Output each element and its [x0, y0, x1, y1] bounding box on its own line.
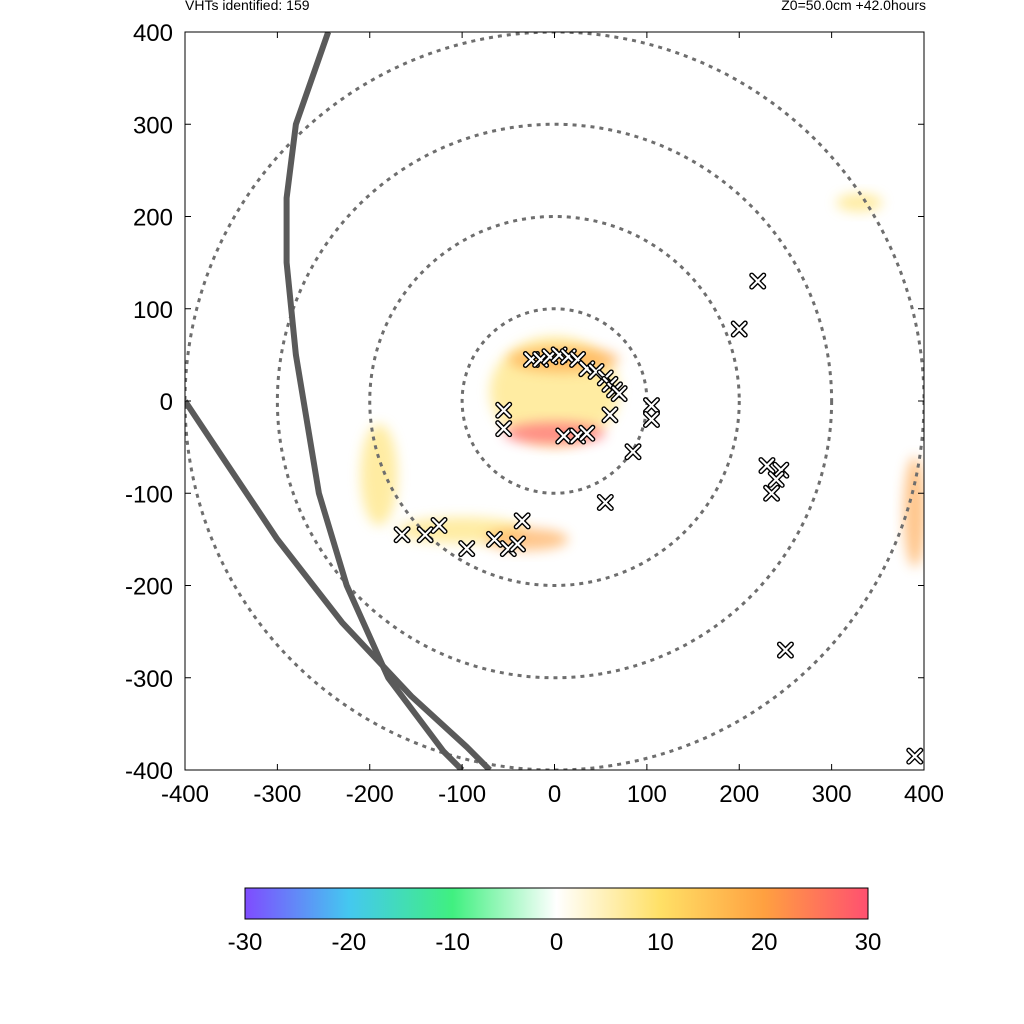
- vht-marker: [776, 641, 794, 659]
- vht-marker: [393, 526, 411, 544]
- y-tick-label: -100: [125, 481, 173, 508]
- vht-marker: [906, 747, 924, 765]
- vht-marker: [578, 424, 596, 442]
- vht-marker: [601, 406, 619, 424]
- vht-marker: [458, 540, 476, 558]
- y-tick-label: 100: [133, 297, 173, 324]
- height-time-label: Z0=50.0cm +42.0hours: [781, 0, 926, 13]
- colorbar-tick-label: 20: [751, 929, 778, 956]
- vht-marker: [772, 461, 790, 479]
- colorbar-tick-label: 10: [647, 929, 674, 956]
- vht-marker: [624, 443, 642, 461]
- heat-blob: [360, 424, 398, 526]
- colorbar-tick-label: -30: [228, 929, 263, 956]
- vht-marker: [513, 512, 531, 530]
- x-tick-label: 200: [719, 781, 759, 808]
- vht-marker: [430, 517, 448, 535]
- boundary-line: [283, 32, 465, 770]
- x-tick-label: 400: [904, 781, 944, 808]
- vht-marker: [509, 535, 527, 553]
- x-tick-label: 0: [548, 781, 561, 808]
- vht-marker: [767, 470, 785, 488]
- heat-blob: [903, 456, 924, 568]
- vht-marker: [555, 427, 573, 445]
- vht-marker: [495, 420, 513, 438]
- y-tick-label: 300: [133, 112, 173, 139]
- plot-area: -400 -300 -200 -100 0 100 200 300 400 -400 -300 -20…: [125, 20, 944, 808]
- y-tick-label: 0: [160, 389, 173, 416]
- x-tick-label: -400: [161, 781, 209, 808]
- vht-marker: [758, 457, 776, 475]
- vht-marker: [499, 540, 517, 558]
- x-tick-label: -100: [438, 781, 486, 808]
- vht-marker: [642, 397, 660, 415]
- vht-marker: [495, 401, 513, 419]
- colorbar-tick-label: 30: [855, 929, 882, 956]
- boundary-line: [185, 399, 492, 770]
- colorbar-gradient: [244, 887, 869, 920]
- y-tick-label: 400: [133, 20, 173, 47]
- vht-marker: [596, 493, 614, 511]
- plot-content: [185, 32, 924, 770]
- vht-marker: [642, 410, 660, 428]
- range-ring: [275, 122, 834, 680]
- vht-marker: [416, 526, 434, 544]
- y-tick-label: -400: [125, 758, 173, 785]
- heat-blob: [836, 193, 883, 212]
- colorbar-tick-label: -20: [331, 929, 366, 956]
- x-tick-label: -200: [346, 781, 394, 808]
- vht-marker: [485, 530, 503, 548]
- vht-marker: [749, 272, 767, 290]
- colorbar-tick-label: 0: [550, 929, 563, 956]
- y-tick-label: 200: [133, 205, 173, 232]
- x-tick-label: -300: [253, 781, 301, 808]
- vht-marker: [763, 484, 781, 502]
- colorbar-tick-label: -10: [435, 929, 470, 956]
- range-ring: [368, 215, 741, 587]
- vht-marker: [730, 320, 748, 338]
- vht-marker: [610, 385, 628, 403]
- vht-count-label: VHTs identified: 159: [185, 0, 310, 13]
- y-tick-label: -200: [125, 574, 173, 601]
- x-tick-label: 300: [812, 781, 852, 808]
- x-tick-label: 100: [627, 781, 667, 808]
- y-tick-label: -300: [125, 666, 173, 693]
